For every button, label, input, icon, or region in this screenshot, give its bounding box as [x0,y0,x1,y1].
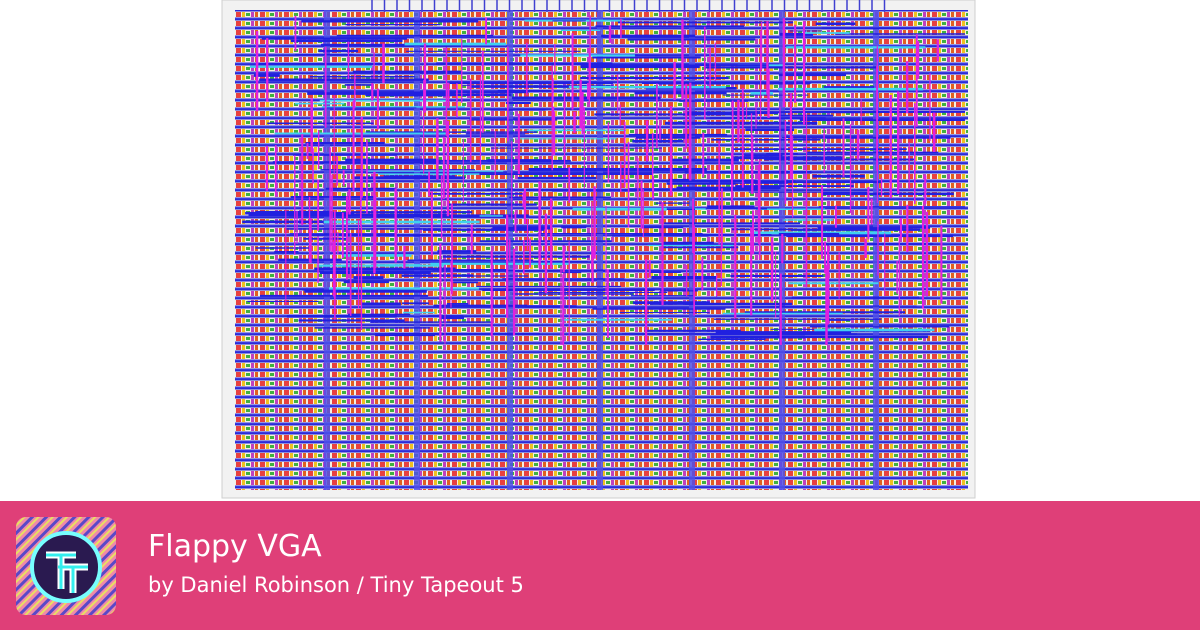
power-strap [689,10,695,490]
power-strap [597,10,603,490]
project-title: Flappy VGA [148,529,322,564]
chip-layout [221,0,976,499]
power-strap [324,10,330,490]
logo [16,517,116,615]
project-subtitle: by Daniel Robinson / Tiny Tapeout 5 [148,573,524,597]
banner: Flappy VGA by Daniel Robinson / Tiny Tap… [0,501,1200,630]
power-strap [414,10,420,490]
power-strap [873,10,879,490]
routing [242,0,965,490]
